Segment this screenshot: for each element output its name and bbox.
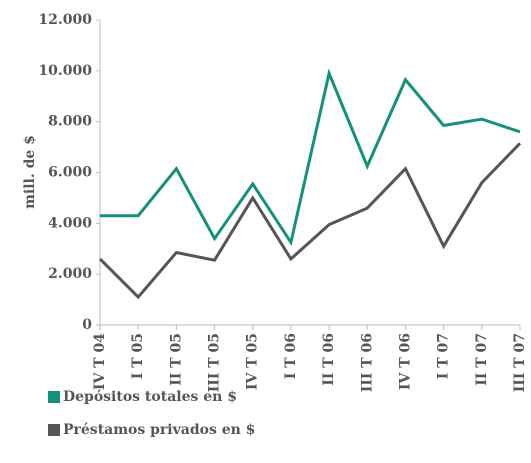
x-tick-label: I T 07	[436, 333, 452, 379]
x-tick-label: II T 05	[168, 333, 184, 386]
y-tick-label: 12.000	[38, 12, 92, 28]
legend-label: Préstamos privados en $	[63, 422, 255, 438]
y-tick-label: 10.000	[38, 63, 92, 79]
legend-swatch	[48, 391, 60, 403]
y-tick-label: 8.000	[48, 114, 92, 130]
x-tick-label: II T 07	[474, 333, 490, 386]
x-tick-label: IV T 05	[245, 333, 261, 390]
x-tick-label: I T 06	[283, 333, 299, 379]
y-tick-label: 6.000	[48, 165, 92, 181]
x-tick-label: III T 06	[359, 333, 375, 392]
x-tick-label: III T 07	[512, 333, 528, 392]
x-tick-label: II T 06	[321, 333, 337, 386]
x-tick-label: IV T 04	[92, 333, 108, 390]
line	[100, 68, 521, 247]
legend-swatch	[48, 424, 60, 436]
y-axis-label: mill. de $	[22, 135, 38, 209]
x-tick-label: III T 05	[207, 333, 223, 392]
y-tick-label: 4.000	[48, 215, 92, 231]
line	[98, 142, 522, 300]
legend-label: Depósitos totales en $	[63, 389, 237, 405]
x-tick-label: I T 05	[130, 333, 146, 379]
x-tick-label: IV T 06	[397, 333, 413, 390]
y-tick-label: 0	[82, 317, 92, 333]
y-tick-label: 2.000	[48, 266, 92, 282]
